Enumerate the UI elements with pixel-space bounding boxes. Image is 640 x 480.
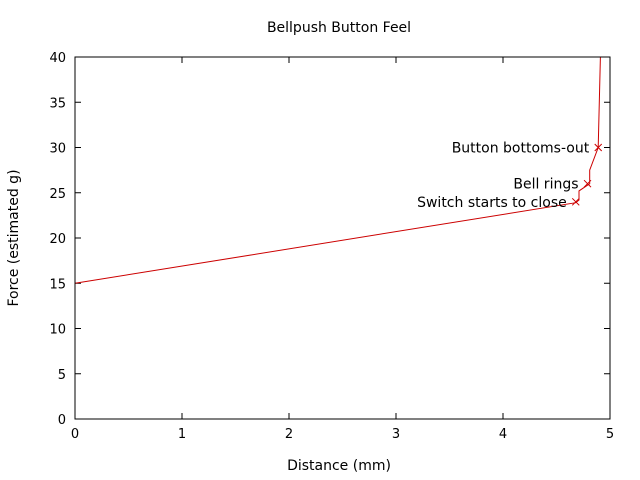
x-tick-label: 4 xyxy=(499,427,507,442)
y-tick-label: 15 xyxy=(49,277,66,292)
axis-ticks: 0 1 2 3 4 5 0 5 10 15 20 25 30 35 40 xyxy=(49,51,614,442)
annotation-marker xyxy=(594,143,603,152)
x-tick-label: 5 xyxy=(606,427,614,442)
series-layer xyxy=(74,56,601,284)
y-tick-label: 10 xyxy=(49,323,66,338)
annotation-label: Button bottoms-out xyxy=(452,141,590,157)
plot-frame xyxy=(74,56,611,420)
y-tick-label: 30 xyxy=(49,142,66,157)
y-tick-label: 40 xyxy=(49,51,66,66)
y-axis-title: Force (estimated g) xyxy=(6,169,22,306)
x-tick-label: 0 xyxy=(71,427,79,442)
annotation-marker xyxy=(583,179,592,188)
annotation-label: Switch starts to close xyxy=(417,195,567,211)
x-axis-title: Distance (mm) xyxy=(287,458,391,474)
annotations-layer: Switch starts to close Bell rings Button b… xyxy=(417,141,603,211)
y-tick-label: 0 xyxy=(58,413,66,428)
y-tick-label: 35 xyxy=(49,96,66,111)
x-tick-label: 2 xyxy=(285,427,293,442)
x-tick-label: 3 xyxy=(392,427,400,442)
y-tick-label: 20 xyxy=(49,232,66,247)
y-tick-label: 25 xyxy=(49,187,66,202)
x-tick-label: 1 xyxy=(178,427,186,442)
annotation-label: Bell rings xyxy=(513,177,578,193)
y-tick-label: 5 xyxy=(58,368,66,383)
chart-title: Bellpush Button Feel xyxy=(267,20,411,36)
annotation-marker xyxy=(571,197,580,206)
series-line xyxy=(74,56,601,284)
